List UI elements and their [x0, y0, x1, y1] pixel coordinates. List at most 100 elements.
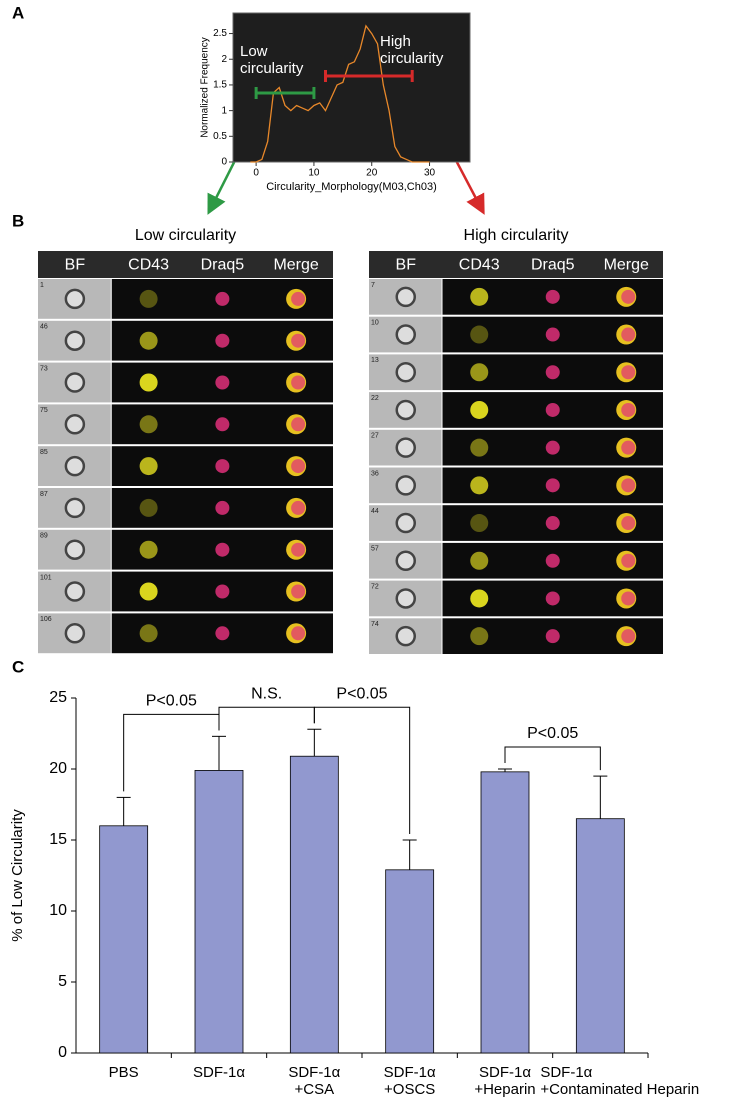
cell-id: 101 — [40, 574, 52, 581]
cell-merge-nucleus — [291, 333, 306, 348]
y-axis-title: Normalized Frequency — [200, 37, 211, 138]
cell-cd43 — [470, 589, 489, 608]
panel-title: High circularity — [464, 227, 569, 244]
cell-bf — [395, 286, 416, 308]
significance-label: P<0.05 — [336, 685, 387, 702]
cell-bf — [64, 539, 86, 560]
bar — [480, 771, 530, 1054]
cell-id: 46 — [40, 324, 48, 331]
significance-label: P<0.05 — [527, 725, 578, 742]
cell-id: 106 — [40, 616, 52, 623]
cell-bf — [395, 588, 416, 609]
cell-id: 27 — [371, 433, 379, 440]
cell-id: 7 — [371, 282, 375, 289]
cell-merge-nucleus — [621, 629, 636, 644]
cell-draq5 — [215, 375, 230, 390]
cell-bf — [395, 550, 416, 571]
x-axis-title: Circularity_Morphology(M03,Ch03) — [266, 181, 437, 193]
cell-draq5 — [215, 333, 230, 348]
cell-draq5 — [215, 459, 230, 474]
cell-cd43 — [139, 415, 158, 434]
cell-id: 44 — [371, 508, 379, 515]
significance-label: P<0.05 — [146, 693, 197, 710]
cell-bf — [64, 455, 86, 477]
column-header: BF — [396, 257, 417, 274]
cell-bf — [395, 324, 416, 345]
cell-merge-nucleus — [291, 375, 306, 390]
cell-merge-nucleus — [621, 591, 636, 606]
x-tick-label: 0 — [253, 168, 259, 179]
cell-cd43 — [470, 363, 489, 382]
y-tick-label: 1.5 — [213, 80, 227, 91]
bar — [99, 825, 149, 1054]
cell-id: 75 — [40, 407, 48, 414]
cell-bf — [395, 399, 416, 421]
cell-cd43 — [470, 400, 489, 419]
cell-draq5 — [545, 440, 560, 455]
cell-cd43 — [470, 287, 489, 306]
cell-merge-nucleus — [621, 365, 636, 380]
y-tick-label: 25 — [49, 689, 67, 706]
cell-id: 57 — [371, 546, 379, 553]
cell-draq5 — [545, 289, 560, 304]
column-header: Merge — [273, 257, 318, 274]
column-header: Draq5 — [201, 257, 245, 274]
y-tick-label: 2.5 — [213, 28, 227, 39]
x-tick-label: 10 — [308, 168, 320, 179]
cell-cd43 — [139, 289, 158, 308]
cell-merge-nucleus — [621, 478, 636, 493]
bar — [385, 869, 435, 1054]
grid-header — [369, 251, 663, 278]
cell-id: 1 — [40, 282, 44, 289]
cell-draq5 — [215, 626, 230, 641]
x-tick-label: SDF-1α +Heparin — [474, 1064, 536, 1098]
cell-draq5 — [215, 291, 230, 306]
cell-merge-nucleus — [291, 542, 306, 557]
cell-id: 72 — [371, 583, 379, 590]
significance-bracket — [313, 706, 411, 834]
cell-merge-nucleus — [621, 553, 636, 568]
cell-id: 73 — [40, 365, 48, 372]
cell-merge-nucleus — [621, 289, 636, 304]
cell-cd43 — [470, 514, 489, 533]
y-tick-label: 10 — [49, 902, 67, 919]
column-header: Draq5 — [531, 257, 575, 274]
cell-draq5 — [545, 516, 560, 531]
cell-merge-nucleus — [291, 417, 306, 432]
cell-bf — [395, 512, 416, 534]
cell-bf — [64, 623, 86, 644]
cell-cd43 — [470, 438, 489, 457]
cell-merge-nucleus — [291, 500, 306, 515]
column-header: BF — [65, 257, 86, 274]
cell-cd43 — [139, 582, 158, 601]
cell-id: 10 — [371, 320, 379, 327]
cell-merge-nucleus — [291, 584, 306, 599]
y-tick-label: 20 — [49, 760, 67, 777]
cell-draq5 — [215, 417, 230, 432]
cell-id: 22 — [371, 395, 379, 402]
panel-label: C — [12, 657, 24, 676]
cell-merge-nucleus — [621, 440, 636, 455]
cell-draq5 — [545, 365, 560, 380]
cell-bf — [64, 497, 86, 519]
cell-merge-nucleus — [291, 626, 306, 641]
cell-bf — [64, 372, 86, 393]
panel-label: A — [12, 3, 24, 22]
cell-cd43 — [139, 457, 158, 476]
significance-label: N.S. — [251, 685, 282, 702]
bar — [289, 755, 339, 1054]
histogram-line — [250, 24, 430, 163]
y-tick-label: 0 — [58, 1044, 67, 1061]
cell-draq5 — [545, 402, 560, 417]
cell-draq5 — [215, 542, 230, 557]
y-tick-label: 2 — [221, 54, 227, 65]
y-tick-label: 15 — [49, 831, 67, 848]
plot-background — [232, 12, 471, 163]
cell-id: 87 — [40, 491, 48, 498]
bar — [194, 770, 244, 1054]
significance-bracket — [504, 746, 601, 771]
cell-merge-nucleus — [621, 516, 636, 531]
significance-bracket — [218, 706, 315, 731]
cell-merge-nucleus — [621, 402, 636, 417]
